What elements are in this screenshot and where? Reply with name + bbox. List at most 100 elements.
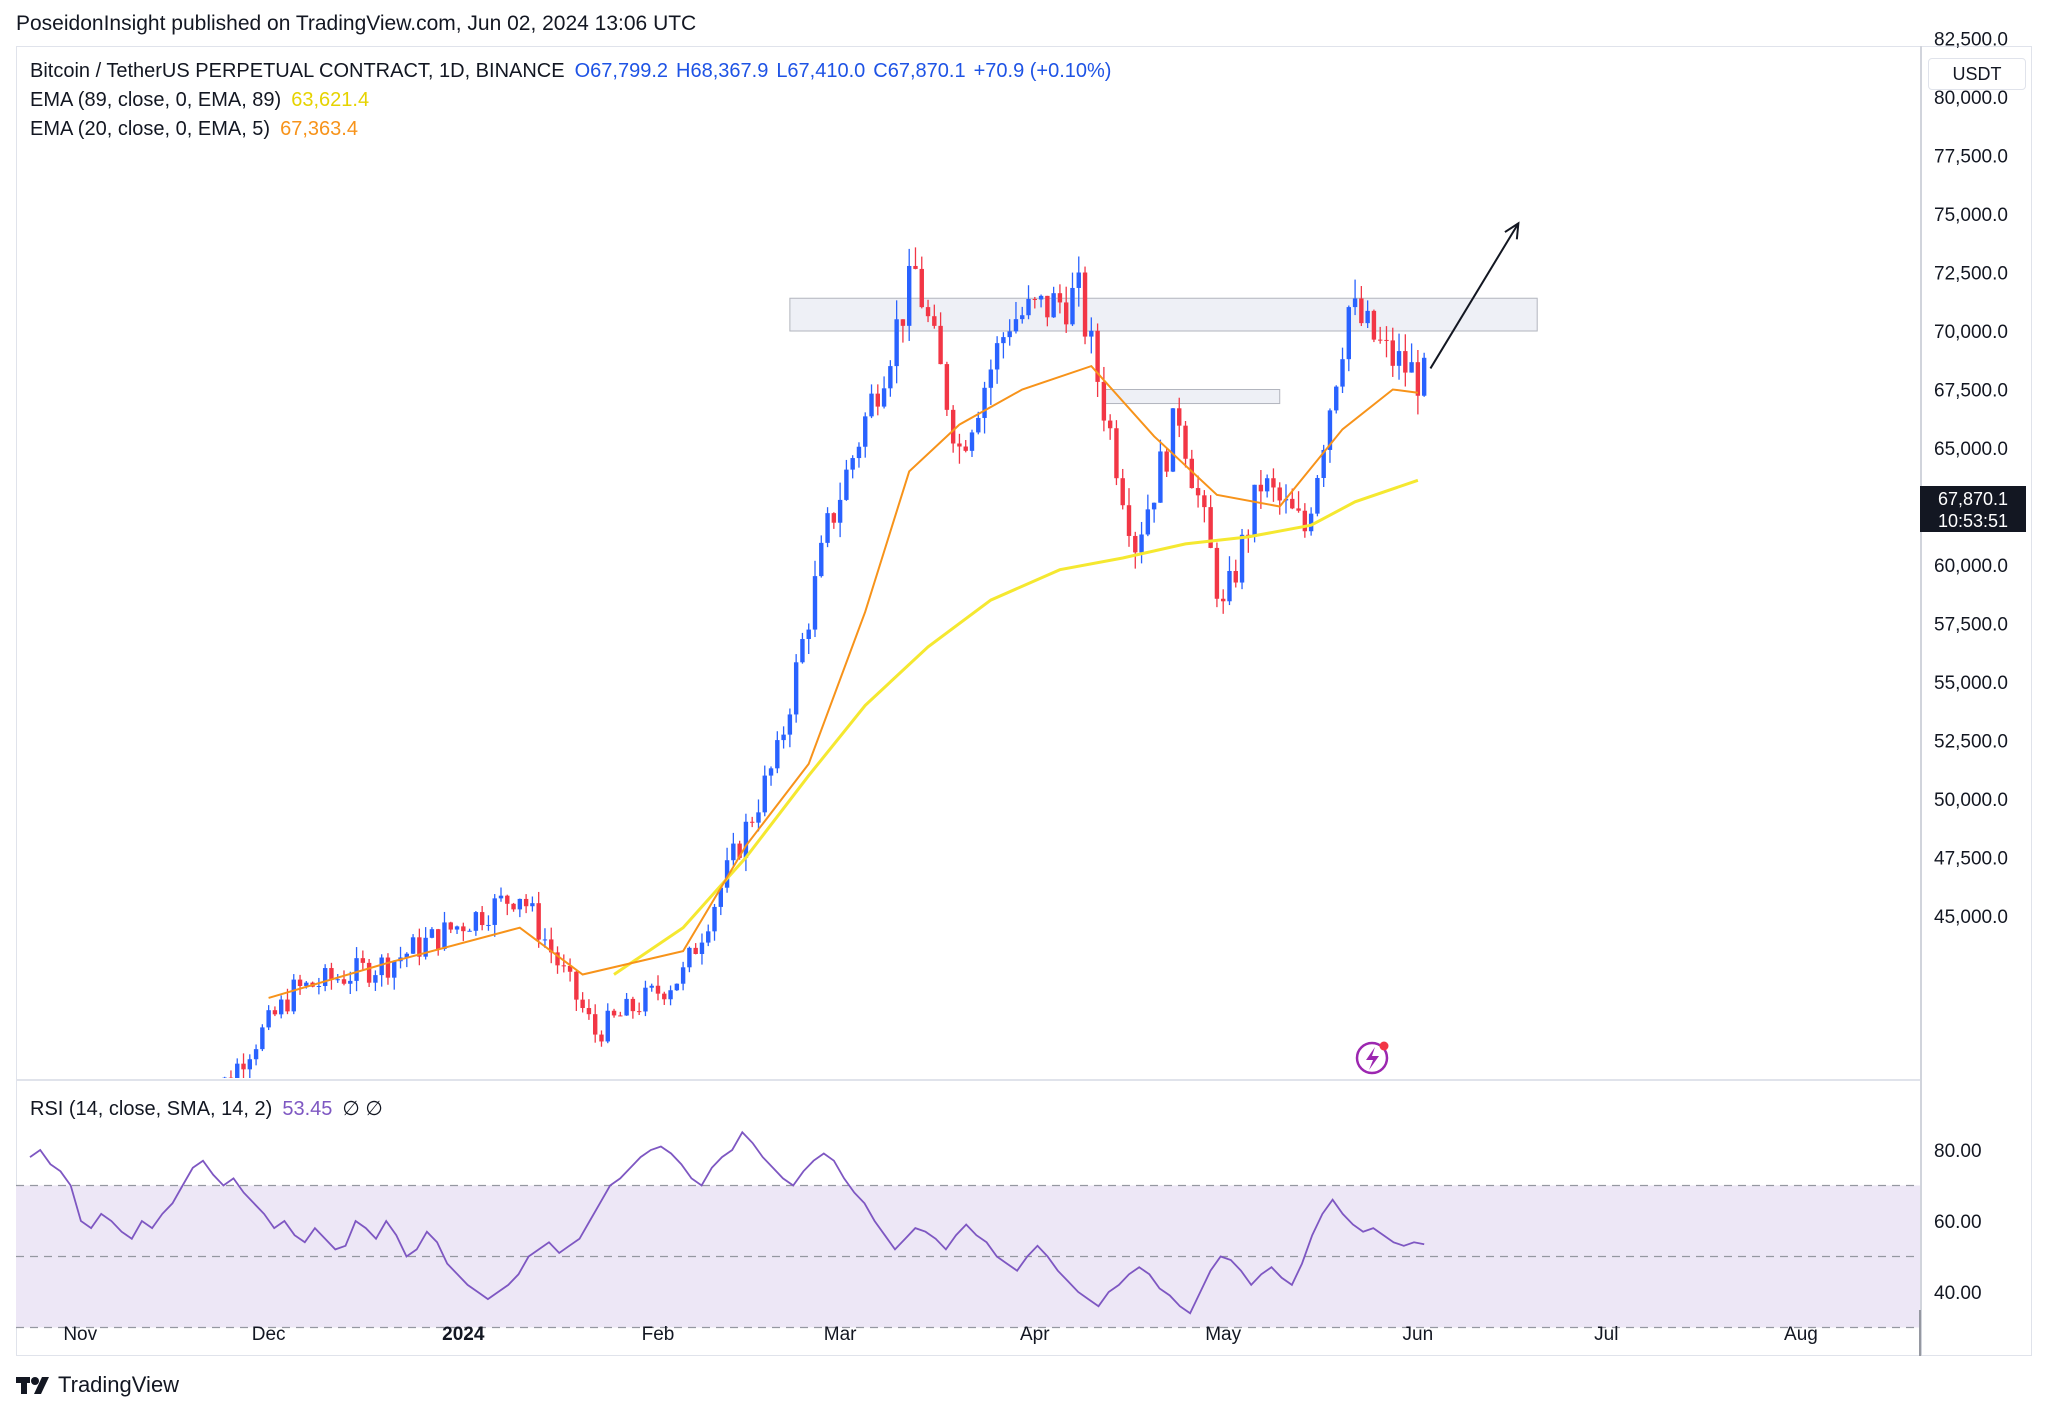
candle-body[interactable] (925, 307, 931, 317)
candle-body[interactable] (373, 975, 378, 983)
candle-body[interactable] (1195, 488, 1201, 496)
candle-body[interactable] (762, 775, 767, 813)
candle-body[interactable] (549, 939, 554, 953)
candle-body[interactable] (1296, 508, 1301, 511)
candle-body[interactable] (423, 937, 428, 957)
candle-body[interactable] (1057, 293, 1063, 303)
candle-body[interactable] (436, 929, 441, 950)
candle-body[interactable] (561, 965, 566, 967)
candle-body[interactable] (442, 922, 447, 950)
candle-body[interactable] (1403, 351, 1408, 373)
zone-box-0[interactable] (789, 297, 1538, 332)
candle-body[interactable] (492, 898, 497, 925)
candle-body[interactable] (1020, 315, 1025, 320)
candle-body[interactable] (844, 469, 849, 500)
candle-body[interactable] (636, 1011, 642, 1013)
candle-body[interactable] (1396, 351, 1402, 366)
candle-body[interactable] (1421, 357, 1427, 396)
candle-body[interactable] (944, 364, 950, 410)
candle-body[interactable] (266, 1010, 271, 1028)
candle-body[interactable] (1133, 535, 1138, 553)
candle-body[interactable] (1189, 458, 1194, 489)
candle-body[interactable] (800, 639, 805, 663)
candle-body[interactable] (994, 343, 1000, 370)
candle-body[interactable] (856, 446, 862, 459)
candle-body[interactable] (1384, 339, 1389, 341)
candle-body[interactable] (731, 843, 736, 861)
candle-body[interactable] (938, 325, 943, 365)
candle-body[interactable] (523, 898, 529, 907)
candle-body[interactable] (1158, 451, 1163, 503)
candle-body[interactable] (718, 887, 723, 907)
candle-body[interactable] (712, 906, 717, 932)
candle-body[interactable] (699, 942, 705, 954)
candle-body[interactable] (649, 985, 654, 988)
candle-body[interactable] (787, 714, 793, 735)
candle-body[interactable] (737, 843, 742, 858)
candle-body[interactable] (454, 926, 460, 930)
candle-body[interactable] (756, 812, 761, 823)
candle-body[interactable] (1252, 484, 1257, 537)
candle-body[interactable] (1145, 509, 1151, 535)
candle-body[interactable] (1151, 502, 1157, 510)
candle-body[interactable] (1221, 598, 1226, 602)
candle-body[interactable] (643, 987, 648, 1012)
candle-body[interactable] (932, 316, 937, 326)
candle-body[interactable] (1264, 478, 1270, 492)
ema89-legend[interactable]: EMA (89, close, 0, EMA, 89) 63,621.4 (30, 89, 379, 112)
candle-body[interactable] (241, 1063, 246, 1070)
candle-body[interactable] (1290, 498, 1295, 509)
candle-body[interactable] (1064, 302, 1069, 325)
candle-body[interactable] (1277, 487, 1282, 501)
candle-body[interactable] (1365, 310, 1370, 324)
candle-body[interactable] (624, 998, 629, 1016)
candle-body[interactable] (379, 957, 384, 976)
candle-body[interactable] (335, 979, 340, 981)
candle-body[interactable] (618, 1015, 623, 1017)
candle-body[interactable] (429, 929, 435, 938)
candle-body[interactable] (1334, 386, 1339, 411)
candle-body[interactable] (1233, 570, 1238, 583)
candle-body[interactable] (1120, 478, 1125, 506)
candle-body[interactable] (498, 895, 504, 899)
candle-body[interactable] (1045, 295, 1050, 318)
candle-body[interactable] (888, 366, 893, 389)
candle-body[interactable] (410, 937, 416, 954)
candle-body[interactable] (1013, 319, 1019, 332)
candle-body[interactable] (1315, 477, 1320, 514)
candle-body[interactable] (1208, 507, 1213, 548)
candle-body[interactable] (850, 458, 855, 470)
candle-body[interactable] (693, 947, 698, 954)
candle-body[interactable] (768, 768, 774, 776)
candle-body[interactable] (297, 979, 303, 986)
candle-body[interactable] (1038, 295, 1044, 300)
candle-body[interactable] (1302, 510, 1308, 532)
candle-body[interactable] (963, 446, 968, 451)
candle-body[interactable] (1239, 534, 1245, 583)
candle-body[interactable] (1089, 330, 1094, 337)
candle-body[interactable] (322, 968, 328, 986)
candle-body[interactable] (1082, 272, 1088, 337)
candle-body[interactable] (599, 1034, 604, 1042)
candle-body[interactable] (1202, 495, 1207, 508)
tradingview-brand[interactable]: TradingView (16, 1372, 179, 1398)
candle-body[interactable] (1258, 484, 1264, 492)
candle-body[interactable] (448, 922, 453, 930)
candle-body[interactable] (1101, 381, 1107, 421)
candle-body[interactable] (687, 947, 692, 968)
candle-body[interactable] (1026, 299, 1031, 316)
candle-body[interactable] (1051, 293, 1056, 318)
candle-body[interactable] (580, 999, 585, 1009)
candle-body[interactable] (247, 1059, 252, 1070)
candle-body[interactable] (1308, 513, 1314, 532)
candle-body[interactable] (919, 268, 924, 308)
candle-body[interactable] (982, 387, 987, 418)
candle-body[interactable] (900, 319, 906, 326)
candle-body[interactable] (404, 953, 409, 958)
candle-body[interactable] (1371, 310, 1377, 340)
ema-line-1[interactable] (268, 364, 1419, 999)
candle-body[interactable] (605, 1010, 610, 1042)
candle-body[interactable] (1271, 478, 1276, 488)
candle-body[interactable] (1378, 339, 1383, 341)
